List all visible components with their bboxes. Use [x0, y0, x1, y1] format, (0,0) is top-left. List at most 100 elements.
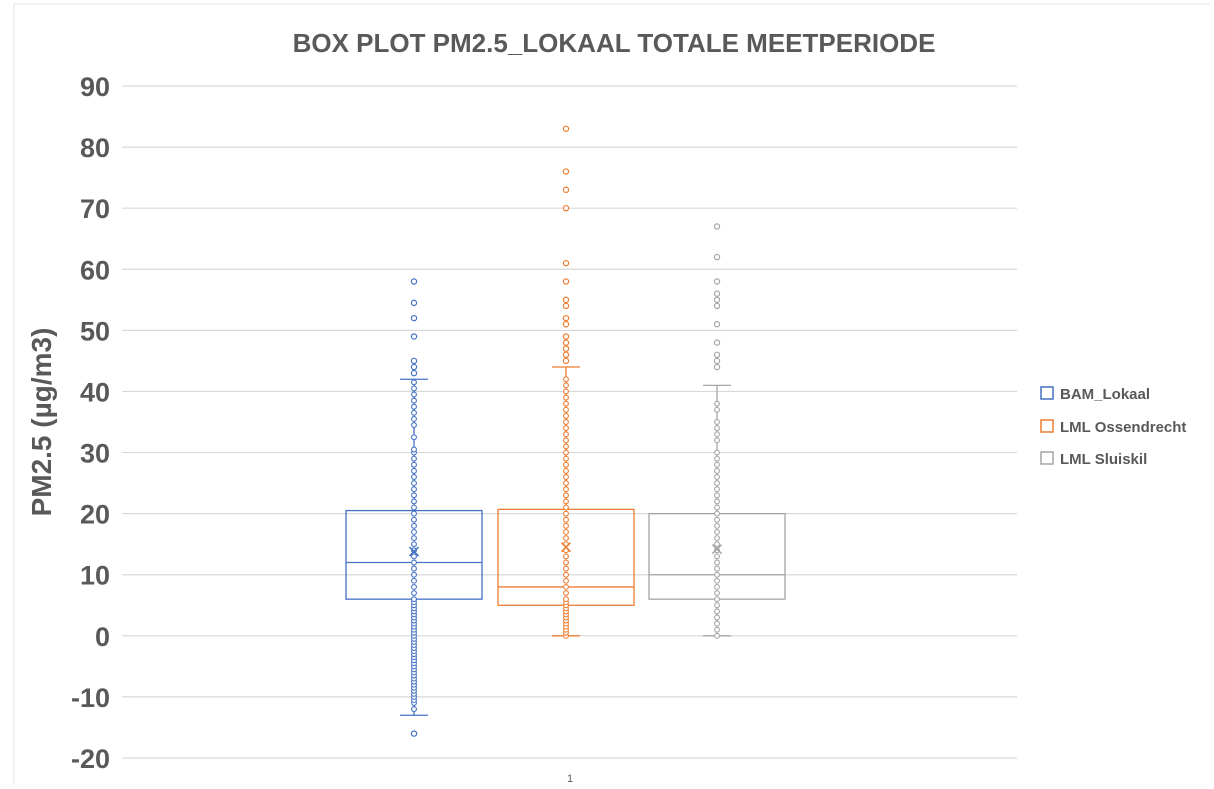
box-series [497, 125, 635, 639]
inner-point [563, 467, 569, 474]
outlier-point [562, 302, 570, 310]
box-series-layer [345, 125, 786, 737]
inner-point [714, 467, 720, 474]
inner-point [563, 553, 569, 560]
inner-point [714, 596, 720, 603]
inner-point [411, 498, 417, 505]
inner-point [563, 535, 569, 542]
inner-point [714, 455, 720, 462]
inner-point [411, 706, 417, 713]
legend: BAM_Lokaal LML Ossendrecht LML Sluiskil [1040, 386, 1186, 468]
outlier-point [410, 730, 418, 737]
inner-point [563, 510, 569, 517]
outlier-point [562, 168, 570, 175]
y-tick-label: 30 [80, 439, 110, 469]
outlier-point [562, 357, 570, 365]
inner-point [563, 516, 569, 523]
inner-point [714, 577, 720, 584]
box-series [345, 278, 483, 737]
inner-point [714, 425, 720, 432]
y-tick-label: -10 [71, 683, 110, 713]
outlier-point [562, 351, 570, 358]
legend-label: LML Ossendrecht [1060, 419, 1186, 436]
box-series [648, 223, 786, 639]
inner-point [563, 449, 569, 456]
inner-point [563, 583, 569, 590]
inner-point [411, 409, 417, 416]
inner-point [714, 400, 720, 407]
outlier-point [562, 204, 570, 212]
inner-point [714, 437, 720, 444]
inner-point [411, 379, 417, 386]
inner-point [411, 480, 417, 487]
inner-point [411, 385, 417, 392]
inner-point [411, 541, 417, 548]
inner-point [411, 547, 417, 554]
legend-item-bam-lokaal[interactable]: BAM_Lokaal [1040, 386, 1150, 403]
outlier-point [410, 369, 418, 377]
outlier-point [562, 125, 570, 132]
inner-point [714, 516, 720, 523]
outlier-point [562, 259, 570, 267]
inner-point [714, 406, 720, 413]
inner-point [411, 461, 417, 468]
inner-point [563, 504, 569, 511]
legend-item-lml-ossendrecht[interactable]: LML Ossendrecht [1040, 419, 1186, 436]
inner-point [714, 583, 720, 590]
inner-point [563, 461, 569, 468]
inner-point [714, 504, 720, 511]
outlier-point [410, 314, 418, 322]
inner-point [714, 522, 720, 529]
y-tick-label: 60 [80, 255, 110, 285]
inner-point [714, 486, 720, 493]
y-tick-label: 90 [80, 72, 110, 102]
outlier-point [562, 278, 570, 285]
outlier-point [562, 314, 570, 322]
legend-label: LML Sluiskil [1060, 451, 1147, 468]
inner-point [563, 437, 569, 444]
inner-point [411, 397, 417, 404]
outlier-point [713, 302, 721, 310]
legend-item-lml-sluiskil[interactable]: LML Sluiskil [1040, 451, 1147, 468]
outlier-point [562, 345, 570, 352]
inner-point [714, 529, 720, 535]
outlier-point [713, 357, 721, 365]
y-tick-label: 50 [80, 316, 110, 346]
inner-point [563, 455, 569, 462]
inner-point [563, 443, 569, 450]
inner-point [563, 565, 569, 572]
inner-point [411, 391, 417, 398]
outlier-point [713, 363, 721, 371]
inner-point [563, 492, 569, 499]
inner-point [563, 577, 569, 584]
inner-point [411, 535, 417, 542]
inner-point [563, 529, 569, 535]
inner-point [563, 486, 569, 493]
inner-point [563, 474, 569, 480]
inner-point [714, 461, 720, 468]
inner-point [411, 446, 417, 453]
outlier-point [410, 357, 418, 365]
inner-point [714, 535, 720, 542]
inner-point [411, 583, 417, 590]
inner-point [411, 553, 417, 560]
outlier-point [562, 296, 570, 304]
inner-point [411, 455, 417, 462]
inner-point [411, 403, 417, 410]
y-tick-label: 0 [95, 622, 110, 652]
inner-point [563, 419, 569, 425]
outlier-point [410, 299, 418, 307]
inner-point [714, 492, 720, 499]
inner-point [411, 522, 417, 529]
legend-swatch [1040, 386, 1054, 400]
inner-point [714, 498, 720, 505]
legend-label: BAM_Lokaal [1060, 386, 1150, 403]
inner-point [714, 541, 720, 548]
outlier-point [713, 321, 721, 328]
inner-point [563, 394, 569, 401]
inner-point [714, 571, 720, 578]
inner-point [411, 590, 417, 597]
inner-point [563, 590, 569, 597]
